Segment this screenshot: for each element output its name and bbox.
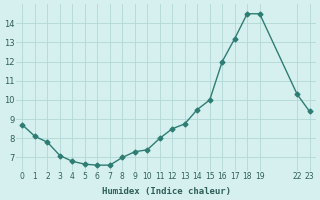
X-axis label: Humidex (Indice chaleur): Humidex (Indice chaleur) <box>101 187 230 196</box>
